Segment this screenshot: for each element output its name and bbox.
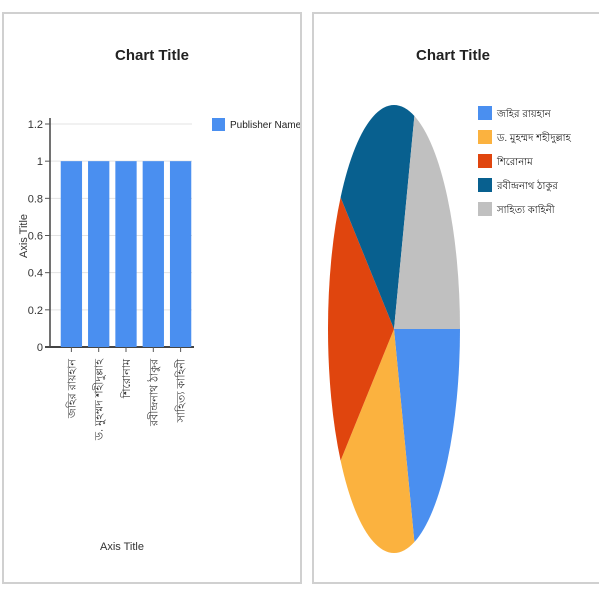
pie-legend-label: জহির রায়হান	[496, 108, 552, 120]
bar-y-tick-label: 0.6	[28, 231, 43, 243]
pie-slice	[340, 329, 415, 554]
bar-y-tick-label: 0.4	[28, 268, 43, 280]
pie-legend-swatch	[478, 154, 492, 168]
pie-legend-label: ড. মুহম্মদ শহীদুল্লাহ	[496, 131, 571, 144]
bar-chart-title: Chart Title	[115, 47, 189, 64]
bar	[169, 161, 192, 347]
pie-legend-swatch	[478, 130, 492, 144]
bar-y-tick-label: 1	[37, 156, 43, 168]
pie-slice	[328, 197, 394, 461]
pie-legend-label: সাহিত্য কাহিনী	[496, 203, 555, 216]
pie-slice	[340, 105, 415, 329]
bar-y-tick-label: 0	[37, 342, 43, 354]
pie-slice	[394, 329, 460, 543]
pie-legend-swatch	[478, 178, 492, 192]
bar-x-tick-label: জহির রায়হান	[65, 359, 78, 420]
pie-chart: Chart Title জহির রায়হান ড. মুহম্মদ শহীদু…	[328, 47, 571, 554]
pie-slice	[394, 115, 460, 329]
bar-x-tick-label: সাহিত্য কাহিনী	[175, 358, 188, 423]
bar	[115, 161, 137, 347]
pie-legend-swatch	[478, 106, 492, 120]
pie-legend-label: রবীন্দ্রনাথ ঠাকুর	[496, 179, 558, 192]
bar-legend-swatch	[212, 118, 225, 131]
bar-x-tick-label: ড. মুহম্মদ শহীদুল্লাহ	[93, 358, 106, 441]
bar	[60, 161, 83, 347]
pie-legend-label: শিরোনাম	[496, 156, 533, 168]
bar-y-tick-label: 1.2	[28, 119, 43, 131]
bar-x-tick-label: রবীন্দ্রনাথ ঠাকুর	[147, 358, 160, 427]
bar	[142, 161, 164, 347]
pie-legend-swatch	[478, 202, 492, 216]
bar-chart: Chart Title 0 0.2 0.4 0.6 0.8 1 1.2 জহির রায়হ…	[18, 47, 300, 553]
bar	[88, 161, 110, 347]
bar-y-tick-label: 0.8	[28, 193, 43, 205]
pie-chart-title: Chart Title	[416, 47, 490, 64]
pie-chart-panel: Chart Title জহির রায়হান ড. মুহম্মদ শহীদু…	[312, 12, 599, 584]
bar-x-tick-label: শিরোনাম	[120, 358, 133, 399]
bar-y-tick-label: 0.2	[28, 305, 43, 317]
bar-legend-label: Publisher Name	[230, 120, 300, 131]
bar-x-axis-title: Axis Title	[100, 541, 144, 553]
bar-chart-panel: Chart Title 0 0.2 0.4 0.6 0.8 1 1.2 জহির রায়হ…	[2, 12, 302, 584]
bar-y-axis-title: Axis Title	[18, 214, 30, 258]
